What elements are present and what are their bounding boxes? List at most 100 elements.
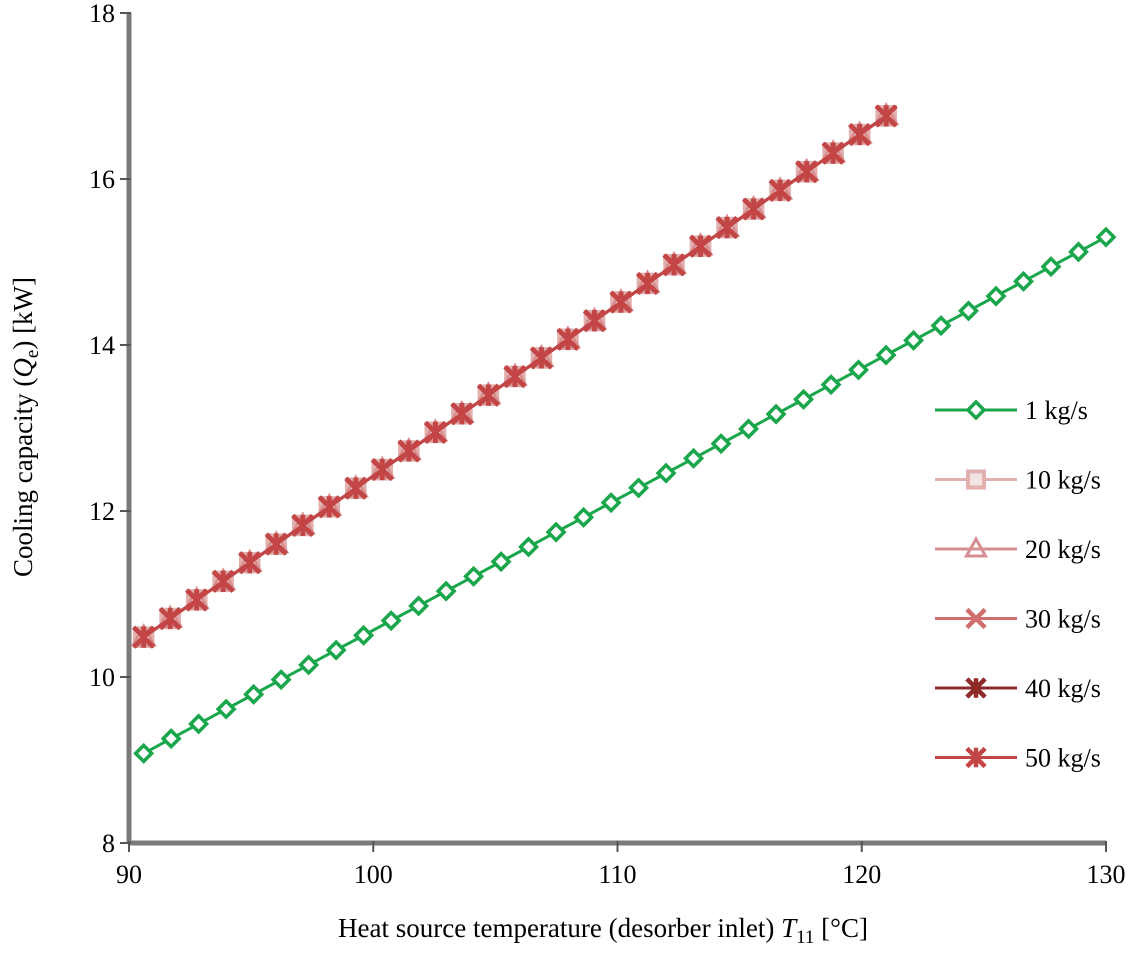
data-point bbox=[1068, 241, 1089, 263]
data-point bbox=[710, 433, 732, 455]
x-tick-label: 90 bbox=[116, 860, 142, 889]
data-point bbox=[503, 365, 527, 388]
data-point bbox=[965, 399, 987, 421]
data-point bbox=[397, 439, 421, 463]
data-point bbox=[573, 506, 595, 528]
data-point bbox=[715, 216, 739, 240]
data-point bbox=[821, 141, 845, 165]
axes: 8 10 12 14 16 18 90 100 110 120 130 bbox=[89, 0, 1126, 889]
y-tick-label: 14 bbox=[89, 331, 115, 360]
data-point bbox=[738, 418, 760, 440]
series-line bbox=[142, 235, 1107, 755]
x-tick-label: 130 bbox=[1087, 860, 1126, 889]
data-point bbox=[965, 746, 987, 769]
data-point bbox=[463, 565, 485, 587]
data-point bbox=[490, 551, 512, 573]
data-point bbox=[765, 403, 787, 425]
legend-label: 50 kg/s bbox=[1025, 744, 1101, 773]
data-point bbox=[215, 698, 237, 720]
data-point bbox=[435, 580, 457, 602]
data-point bbox=[793, 388, 815, 410]
data-point bbox=[450, 402, 474, 426]
data-point bbox=[689, 234, 712, 258]
y-tick-label: 16 bbox=[89, 165, 115, 194]
data-point bbox=[408, 595, 430, 617]
y-tick-label: 18 bbox=[89, 0, 115, 28]
data-point bbox=[768, 178, 792, 202]
legend-item: 20 kg/s bbox=[935, 535, 1101, 564]
data-point bbox=[609, 290, 633, 314]
data-point bbox=[1013, 270, 1034, 292]
x-tick-label: 100 bbox=[354, 860, 393, 889]
data-point bbox=[238, 551, 262, 575]
data-point bbox=[476, 383, 500, 407]
x-axis-title: Heat source temperature (desorber inlet)… bbox=[338, 913, 868, 948]
data-point bbox=[158, 607, 182, 630]
series-group bbox=[130, 101, 1117, 764]
data-point bbox=[985, 285, 1007, 307]
data-point bbox=[353, 624, 375, 646]
data-point bbox=[820, 374, 842, 396]
legend-label: 10 kg/s bbox=[1025, 466, 1101, 495]
data-point bbox=[370, 458, 394, 482]
data-point bbox=[344, 476, 368, 500]
data-point bbox=[317, 495, 341, 519]
legend-item: 40 kg/s bbox=[935, 674, 1101, 703]
x-tick-label: 120 bbox=[842, 860, 881, 889]
data-point bbox=[243, 683, 265, 705]
data-point bbox=[545, 521, 567, 543]
y-axis-title: Cooling capacity (Qe) [kW] bbox=[8, 277, 43, 577]
data-point bbox=[903, 329, 925, 351]
data-point bbox=[683, 447, 705, 469]
data-point bbox=[556, 327, 580, 351]
data-point bbox=[965, 607, 987, 630]
data-point bbox=[963, 535, 989, 558]
data-point bbox=[1040, 256, 1062, 278]
data-point bbox=[795, 160, 819, 184]
legend-item: 1 kg/s bbox=[935, 396, 1088, 425]
y-tick-label: 8 bbox=[102, 829, 115, 858]
data-point bbox=[848, 123, 872, 146]
y-tick-label: 10 bbox=[89, 663, 115, 692]
series-5 bbox=[132, 104, 898, 649]
legend-label: 30 kg/s bbox=[1025, 605, 1101, 634]
data-point bbox=[628, 477, 650, 499]
data-point bbox=[530, 346, 553, 370]
data-point bbox=[600, 492, 622, 514]
data-point bbox=[264, 532, 288, 556]
legend-item: 50 kg/s bbox=[935, 744, 1101, 773]
data-point bbox=[930, 315, 952, 337]
data-point bbox=[1095, 226, 1117, 248]
data-point bbox=[211, 569, 235, 593]
data-point bbox=[655, 462, 677, 484]
data-point bbox=[742, 197, 766, 221]
legend: 1 kg/s 10 kg/s 20 kg/s 30 kg/s 40 kg/s 50 kg/… bbox=[935, 396, 1101, 773]
data-point bbox=[518, 536, 540, 558]
x-tick-label: 110 bbox=[598, 860, 636, 889]
data-point bbox=[636, 272, 659, 295]
data-point bbox=[875, 344, 897, 366]
data-point bbox=[270, 669, 292, 691]
data-point bbox=[965, 677, 987, 699]
data-point bbox=[298, 654, 320, 676]
series-0 bbox=[133, 226, 1117, 764]
data-point bbox=[583, 309, 606, 333]
data-point bbox=[325, 639, 347, 661]
y-tick-label: 12 bbox=[89, 497, 115, 526]
data-point bbox=[185, 588, 209, 612]
data-point bbox=[874, 104, 898, 128]
legend-label: 40 kg/s bbox=[1025, 674, 1101, 703]
legend-label: 20 kg/s bbox=[1025, 535, 1101, 564]
data-point bbox=[132, 625, 156, 649]
legend-item: 30 kg/s bbox=[935, 605, 1101, 634]
data-point bbox=[662, 253, 686, 277]
data-point bbox=[966, 469, 986, 490]
data-point bbox=[380, 610, 402, 632]
data-point bbox=[848, 359, 870, 381]
data-point bbox=[423, 420, 447, 444]
data-point bbox=[958, 300, 979, 322]
legend-label: 1 kg/s bbox=[1025, 396, 1088, 425]
legend-item: 10 kg/s bbox=[935, 466, 1101, 495]
